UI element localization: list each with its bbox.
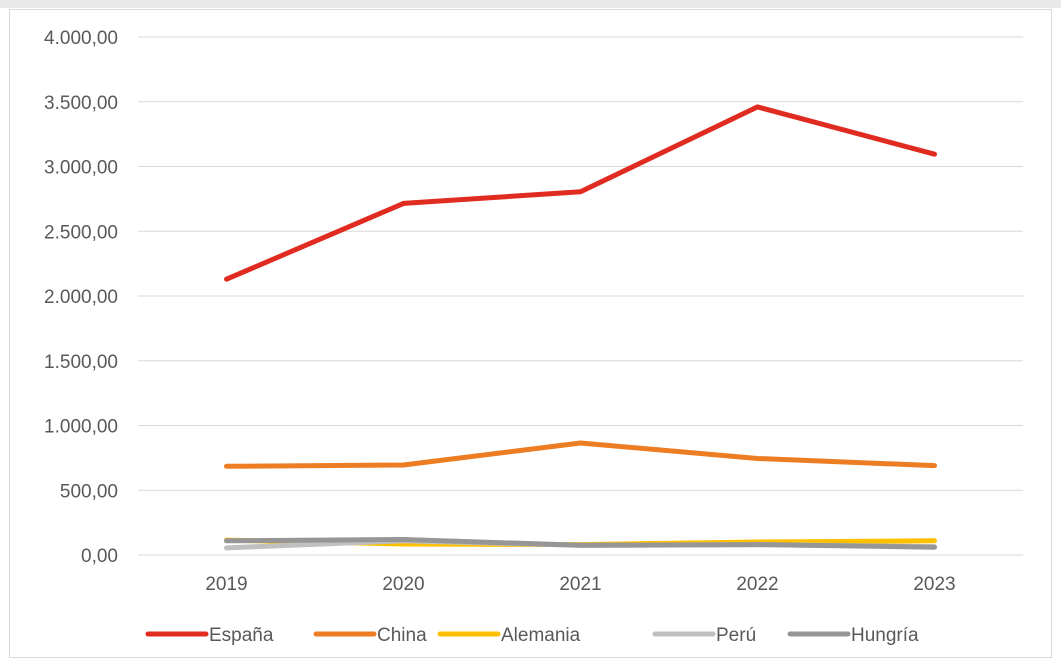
x-tick-label: 2023 <box>913 574 955 595</box>
y-tick-label: 1.000,00 <box>44 417 118 438</box>
y-tick-label: 3.000,00 <box>44 158 118 179</box>
x-axis-tick-labels: 2019 2020 2021 2022 2023 <box>205 574 955 595</box>
legend-label-0: España <box>209 625 274 646</box>
y-tick-label: 1.500,00 <box>44 352 118 373</box>
series-line-0 <box>224 104 937 282</box>
y-tick-label: 3.500,00 <box>44 93 118 114</box>
legend-label-4: Hungría <box>851 625 919 646</box>
legend-label-3: Perú <box>716 625 756 646</box>
x-tick-label: 2020 <box>382 574 424 595</box>
legend-label-1: China <box>377 625 427 646</box>
y-tick-label: 2.500,00 <box>44 222 118 243</box>
y-tick-label: 0,00 <box>81 546 118 567</box>
series-line-1 <box>224 440 937 469</box>
y-tick-label: 500,00 <box>60 481 118 502</box>
legend-label-2: Alemania <box>501 625 581 646</box>
y-tick-label: 4.000,00 <box>44 28 118 49</box>
top-shade <box>0 0 1061 8</box>
chart-frame <box>9 9 1052 658</box>
x-tick-label: 2019 <box>205 574 247 595</box>
y-axis-tick-labels: 0,00 500,00 1.000,00 1.500,00 2.000,00 2.500,… <box>44 28 118 567</box>
y-tick-label: 2.000,00 <box>44 287 118 308</box>
legend: España China Alemania Perú Hungría <box>145 625 919 646</box>
x-tick-label: 2022 <box>736 574 778 595</box>
x-tick-label: 2021 <box>559 574 601 595</box>
gridlines <box>138 36 1023 556</box>
series-lines <box>224 104 937 551</box>
